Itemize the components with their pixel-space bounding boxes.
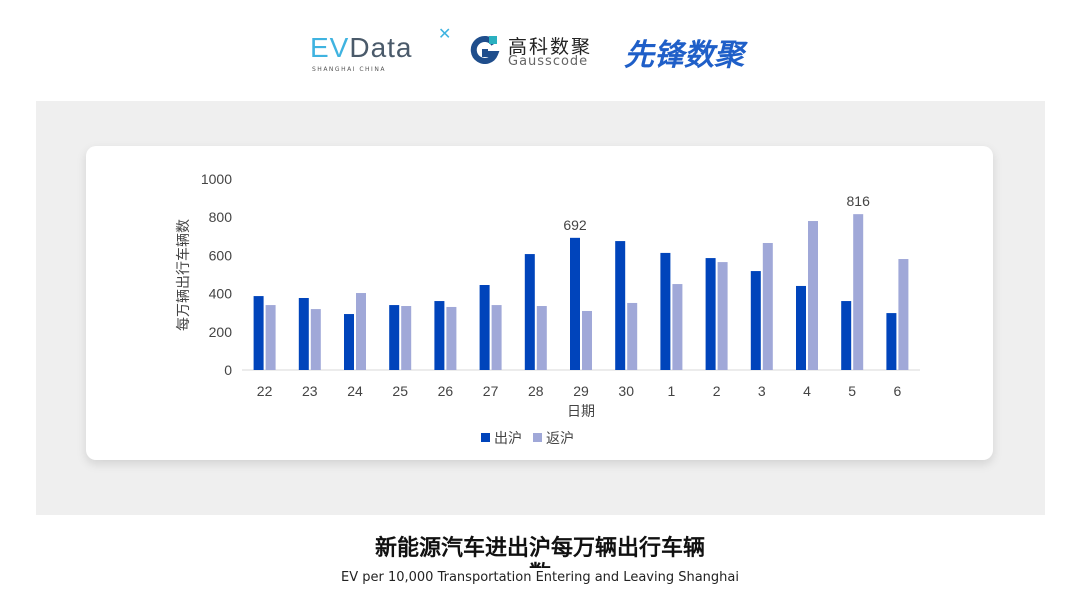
x-tick-label: 5 bbox=[848, 383, 856, 399]
x-tick-label: 27 bbox=[483, 383, 499, 399]
bar-back-1 bbox=[672, 284, 683, 370]
bar-out-27 bbox=[479, 285, 490, 370]
bar-back-23 bbox=[310, 309, 321, 370]
x-tick-label: 26 bbox=[438, 383, 454, 399]
bar-back-27 bbox=[491, 305, 502, 370]
legend-swatch bbox=[481, 433, 490, 442]
x-tick-label: 28 bbox=[528, 383, 544, 399]
bar-out-25 bbox=[389, 305, 400, 370]
y-tick-label: 200 bbox=[209, 324, 233, 340]
x-tick-label: 29 bbox=[573, 383, 589, 399]
y-tick-label: 1000 bbox=[201, 171, 232, 187]
bar-out-30 bbox=[615, 241, 626, 370]
x-tick-label: 24 bbox=[347, 383, 363, 399]
bar-back-30 bbox=[627, 302, 638, 370]
x-tick-label: 22 bbox=[257, 383, 273, 399]
bar-out-22 bbox=[253, 296, 264, 370]
bar-out-6 bbox=[886, 313, 897, 370]
gausscode-en: Gausscode bbox=[508, 54, 589, 69]
footer-subtitle: EV per 10,000 Transportation Entering an… bbox=[341, 570, 739, 585]
bar-back-28 bbox=[536, 306, 547, 370]
bar-back-26 bbox=[446, 306, 457, 370]
gausscode-logo-icon bbox=[470, 35, 500, 64]
y-tick-label: 600 bbox=[209, 247, 233, 263]
legend-label: 出沪 bbox=[494, 430, 522, 446]
data-label: 816 bbox=[847, 193, 871, 209]
x-tick-label: 30 bbox=[618, 383, 634, 399]
bar-back-29 bbox=[582, 310, 592, 370]
y-tick-label: 400 bbox=[209, 286, 233, 302]
x-tick-label: 3 bbox=[758, 383, 766, 399]
evdata-sub: SHANGHAI CHINA bbox=[312, 66, 386, 73]
x-tick-label: 2 bbox=[713, 383, 721, 399]
legend-label: 返沪 bbox=[546, 430, 574, 446]
bar-back-3 bbox=[762, 242, 773, 370]
footer-title-wrap: 数 bbox=[0, 560, 1080, 568]
bar-out-2 bbox=[705, 258, 716, 370]
bar-out-4 bbox=[796, 285, 806, 370]
bar-back-5 bbox=[853, 214, 864, 370]
x-tick-label: 1 bbox=[668, 383, 676, 399]
bar-back-25 bbox=[401, 306, 412, 370]
bar-out-23 bbox=[298, 297, 309, 370]
xianfeng-logo: 先锋数聚 bbox=[624, 38, 744, 73]
legend-swatch bbox=[533, 433, 542, 442]
y-tick-label: 800 bbox=[209, 209, 233, 225]
bar-out-28 bbox=[524, 254, 535, 370]
bar-back-2 bbox=[717, 262, 728, 370]
bar-back-22 bbox=[265, 305, 276, 370]
bar-back-4 bbox=[808, 221, 818, 370]
bar-out-29 bbox=[570, 237, 580, 370]
x-tick-label: 25 bbox=[392, 383, 408, 399]
y-tick-label: 0 bbox=[224, 362, 232, 378]
evdata-logo: EVData ✕ bbox=[310, 26, 453, 63]
x-tick-label: 23 bbox=[302, 383, 318, 399]
x-tick-label: 4 bbox=[803, 383, 811, 399]
bar-out-3 bbox=[750, 271, 761, 370]
bar-out-26 bbox=[434, 301, 445, 370]
x-axis-title: 日期 bbox=[567, 403, 595, 419]
bar-out-5 bbox=[841, 301, 852, 370]
logos: EVData ✕ SHANGHAI CHINA 高科数聚 Gausscode 先锋… bbox=[0, 24, 1080, 74]
data-label: 692 bbox=[563, 217, 587, 233]
x-tick-label: 6 bbox=[894, 383, 902, 399]
gausscode-cn: 高科数聚 bbox=[508, 36, 593, 58]
y-axis-title: 每万辆出行车辆数 bbox=[175, 219, 191, 331]
bar-back-6 bbox=[898, 259, 909, 370]
footer-title: 新能源汽车进出沪每万辆出行车辆 bbox=[374, 536, 705, 561]
bar-back-24 bbox=[356, 293, 366, 370]
bar-out-24 bbox=[344, 314, 354, 370]
bar-out-1 bbox=[660, 252, 671, 370]
